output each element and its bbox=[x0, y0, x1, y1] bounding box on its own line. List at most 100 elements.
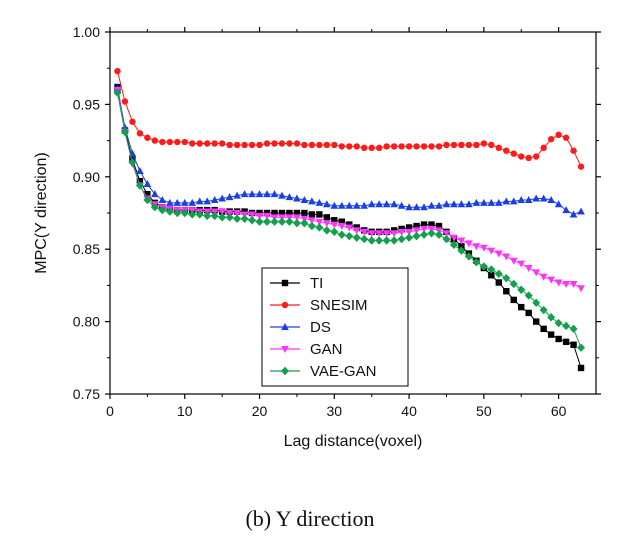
series-ds bbox=[113, 84, 585, 218]
data-point-snesim bbox=[346, 143, 353, 150]
data-point-vae-gan bbox=[248, 216, 257, 225]
y-tick-label: 0.75 bbox=[73, 386, 100, 402]
data-point-snesim bbox=[241, 141, 248, 149]
data-point-vae-gan bbox=[180, 208, 189, 218]
data-point-ds bbox=[502, 197, 511, 205]
data-point-gan bbox=[420, 225, 428, 233]
figure-caption: (b) Y direction bbox=[245, 506, 375, 531]
data-point-ti bbox=[331, 217, 338, 224]
data-point-snesim bbox=[383, 143, 390, 150]
data-point-ds bbox=[173, 198, 182, 206]
data-point-ds bbox=[412, 203, 421, 211]
data-point-snesim bbox=[136, 130, 144, 137]
data-point-gan bbox=[382, 230, 391, 238]
data-point-vae-gan bbox=[330, 227, 339, 237]
data-point-gan bbox=[554, 279, 563, 287]
data-point-snesim bbox=[316, 141, 323, 149]
data-point-snesim bbox=[525, 154, 532, 162]
data-point-snesim bbox=[256, 141, 263, 149]
data-point-ti bbox=[488, 272, 495, 279]
data-point-vae-gan bbox=[547, 313, 556, 322]
series-gan bbox=[113, 86, 585, 293]
data-point-snesim bbox=[398, 143, 405, 150]
data-point-snesim bbox=[114, 67, 121, 75]
data-point-vae-gan bbox=[382, 236, 391, 245]
data-point-gan bbox=[495, 250, 503, 258]
data-point-ti bbox=[562, 338, 570, 346]
data-point-ds bbox=[509, 197, 518, 205]
data-point-ti bbox=[503, 287, 510, 295]
data-point-vae-gan bbox=[487, 265, 496, 274]
x-tick-label: 10 bbox=[177, 403, 193, 419]
data-point-ds bbox=[188, 198, 197, 206]
data-point-gan bbox=[569, 280, 578, 288]
data-point-ds bbox=[569, 210, 578, 218]
data-point-ti bbox=[495, 279, 502, 286]
data-point-gan bbox=[375, 230, 383, 238]
data-point-vae-gan bbox=[375, 236, 384, 245]
data-point-ti bbox=[293, 209, 301, 217]
data-point-vae-gan bbox=[524, 291, 533, 300]
data-point-ti bbox=[518, 303, 525, 311]
data-point-vae-gan bbox=[143, 195, 152, 205]
data-point-ds bbox=[255, 190, 264, 198]
data-point-vae-gan bbox=[562, 321, 571, 331]
data-point-gan bbox=[263, 212, 271, 220]
data-point-ds bbox=[248, 190, 256, 198]
data-point-ti bbox=[286, 209, 293, 217]
data-point-ds bbox=[487, 198, 496, 206]
data-point-snesim bbox=[503, 147, 510, 154]
data-point-snesim bbox=[420, 143, 428, 150]
data-point-vae-gan bbox=[292, 218, 301, 228]
data-point-ds bbox=[405, 203, 413, 211]
data-point-vae-gan bbox=[300, 218, 309, 228]
data-point-gan bbox=[480, 244, 488, 252]
data-point-vae-gan bbox=[569, 324, 578, 334]
legend-marker-snesim bbox=[281, 301, 289, 309]
data-point-snesim bbox=[413, 143, 420, 150]
data-point-snesim bbox=[151, 137, 159, 144]
data-point-gan bbox=[502, 253, 511, 261]
data-point-snesim bbox=[129, 118, 136, 125]
data-point-snesim bbox=[547, 135, 555, 143]
data-point-snesim bbox=[570, 147, 577, 154]
data-point-snesim bbox=[181, 138, 188, 146]
data-point-vae-gan bbox=[509, 279, 518, 289]
data-point-snesim bbox=[353, 143, 360, 150]
data-point-vae-gan bbox=[532, 298, 541, 307]
data-point-snesim bbox=[532, 153, 540, 160]
data-point-ds bbox=[293, 194, 301, 202]
data-point-ds bbox=[330, 201, 339, 209]
data-point-vae-gan bbox=[337, 230, 346, 239]
data-point-ds bbox=[300, 195, 309, 203]
data-point-ds bbox=[158, 195, 167, 203]
data-point-vae-gan bbox=[479, 262, 488, 271]
data-point-vae-gan bbox=[270, 217, 279, 226]
data-point-gan bbox=[450, 234, 458, 242]
data-point-snesim bbox=[271, 140, 278, 147]
data-point-snesim bbox=[465, 141, 473, 149]
data-point-vae-gan bbox=[203, 211, 212, 221]
data-point-ds bbox=[397, 201, 406, 209]
data-point-ds bbox=[539, 194, 548, 202]
data-point-ds bbox=[315, 198, 324, 206]
data-point-ds bbox=[547, 195, 555, 203]
y-axis-label: MPC(Y direction) bbox=[33, 152, 50, 274]
data-point-vae-gan bbox=[427, 229, 436, 238]
data-point-vae-gan bbox=[315, 223, 324, 232]
data-point-ds bbox=[427, 201, 436, 209]
data-point-ti bbox=[570, 341, 577, 348]
data-point-snesim bbox=[361, 144, 368, 152]
data-point-vae-gan bbox=[502, 273, 511, 283]
data-point-gan bbox=[315, 218, 324, 226]
data-point-vae-gan bbox=[165, 207, 174, 216]
data-point-vae-gan bbox=[517, 285, 526, 294]
data-point-vae-gan bbox=[218, 213, 227, 222]
data-point-snesim bbox=[196, 140, 203, 147]
data-point-vae-gan bbox=[285, 217, 294, 226]
data-point-gan bbox=[547, 276, 555, 284]
y-tick-label: 0.95 bbox=[73, 96, 100, 112]
data-point-ds bbox=[532, 194, 540, 202]
data-point-snesim bbox=[248, 141, 256, 149]
data-point-snesim bbox=[293, 140, 301, 147]
